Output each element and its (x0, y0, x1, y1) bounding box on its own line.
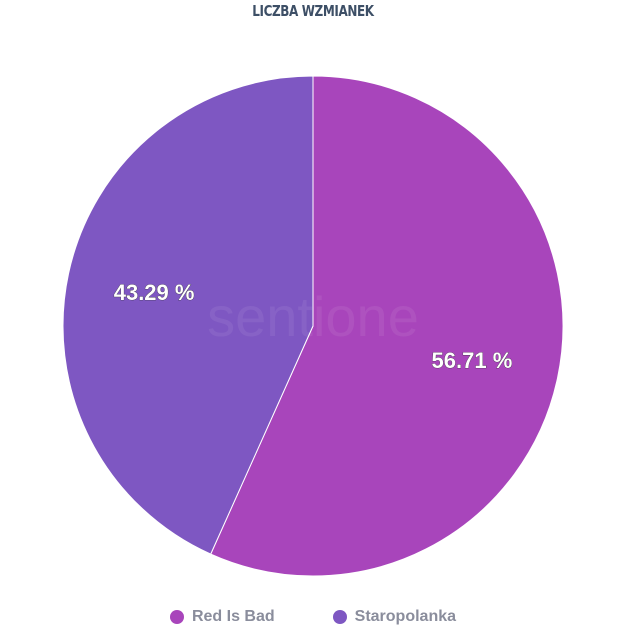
data-label: 43.29 % (114, 280, 195, 305)
watermark: sentione (207, 285, 419, 348)
chart-title: LICZBA WZMIANEK (252, 2, 374, 20)
pie-slice[interactable] (210, 75, 564, 577)
legend-item-red-is-bad[interactable]: Red Is Bad (169, 608, 275, 626)
data-label: 56.71 % (432, 348, 513, 373)
legend-item-staropolanka[interactable]: Staropolanka (332, 608, 457, 626)
pie-slice[interactable] (62, 75, 314, 555)
legend-label: Staropolanka (354, 608, 457, 625)
legend-dot (332, 610, 347, 624)
legend: Red Is Bad Staropolanka (0, 608, 626, 626)
legend-dot (169, 610, 184, 624)
legend-label: Red Is Bad (191, 608, 275, 625)
